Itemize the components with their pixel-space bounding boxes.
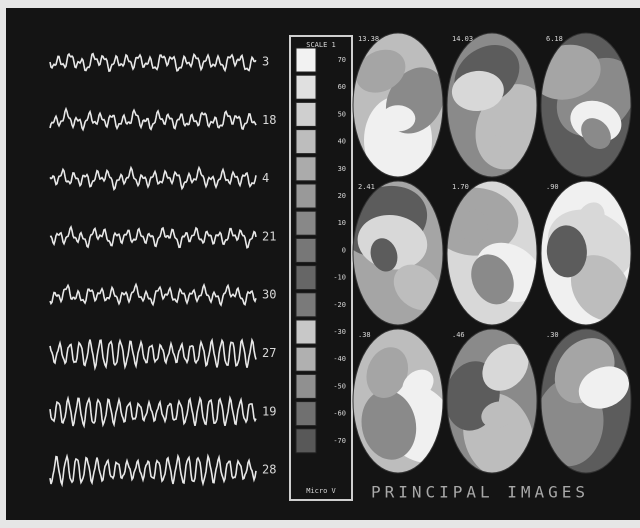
scale-label: -10 [333,274,346,282]
scale-swatch [296,266,316,290]
map-label: 2.41 [358,183,375,191]
channel-label: 27 [262,346,276,360]
scale-swatch [296,320,316,344]
scale-swatch [296,211,316,235]
map-label: 14.03 [452,35,473,43]
screen-photo: SCALE 1 Micro V PRINCIPAL IMAGES 3184213… [0,0,640,528]
channel-label: 30 [262,288,276,302]
channel-label: 28 [262,463,276,477]
channel-label: 18 [262,113,276,127]
map-label: .90 [546,183,559,191]
map-label: .38 [358,331,371,339]
scale-swatch [296,130,316,154]
channel-label: 21 [262,229,276,243]
channel-label: 4 [262,171,269,185]
channel-label: 3 [262,55,269,69]
scale-swatch [296,102,316,126]
scale-swatch [296,238,316,262]
scale-label: -70 [333,437,346,445]
map-label: .46 [452,331,465,339]
scale-label: 40 [338,138,346,146]
map-label: 1.70 [452,183,469,191]
scale-swatch [296,347,316,371]
scale-swatch [296,157,316,181]
scale-swatch [296,293,316,317]
scale-label: -60 [333,410,346,418]
channel-label: 19 [262,404,276,418]
scale-swatch [296,184,316,208]
scale-label: 30 [338,165,346,173]
scale-label: 70 [338,56,346,64]
scale-label: -30 [333,328,346,336]
scale-label: -40 [333,355,346,363]
scale-swatch [296,429,316,453]
scale-swatch [296,48,316,72]
scale-swatch [296,374,316,398]
caption: PRINCIPAL IMAGES [371,483,589,502]
scale-label: 60 [338,83,346,91]
map-label: 6.18 [546,35,563,43]
scale-swatch [296,402,316,426]
map-label: 13.38 [358,35,379,43]
scale-label: 10 [338,219,346,227]
map-label: .30 [546,331,559,339]
scale-label: -20 [333,301,346,309]
scale-label: 0 [342,246,346,254]
scale-unit: Micro V [306,487,336,495]
scale-label: -50 [333,382,346,390]
scale-label: 20 [338,192,346,200]
scale-label: 50 [338,110,346,118]
scale-swatch [296,75,316,99]
